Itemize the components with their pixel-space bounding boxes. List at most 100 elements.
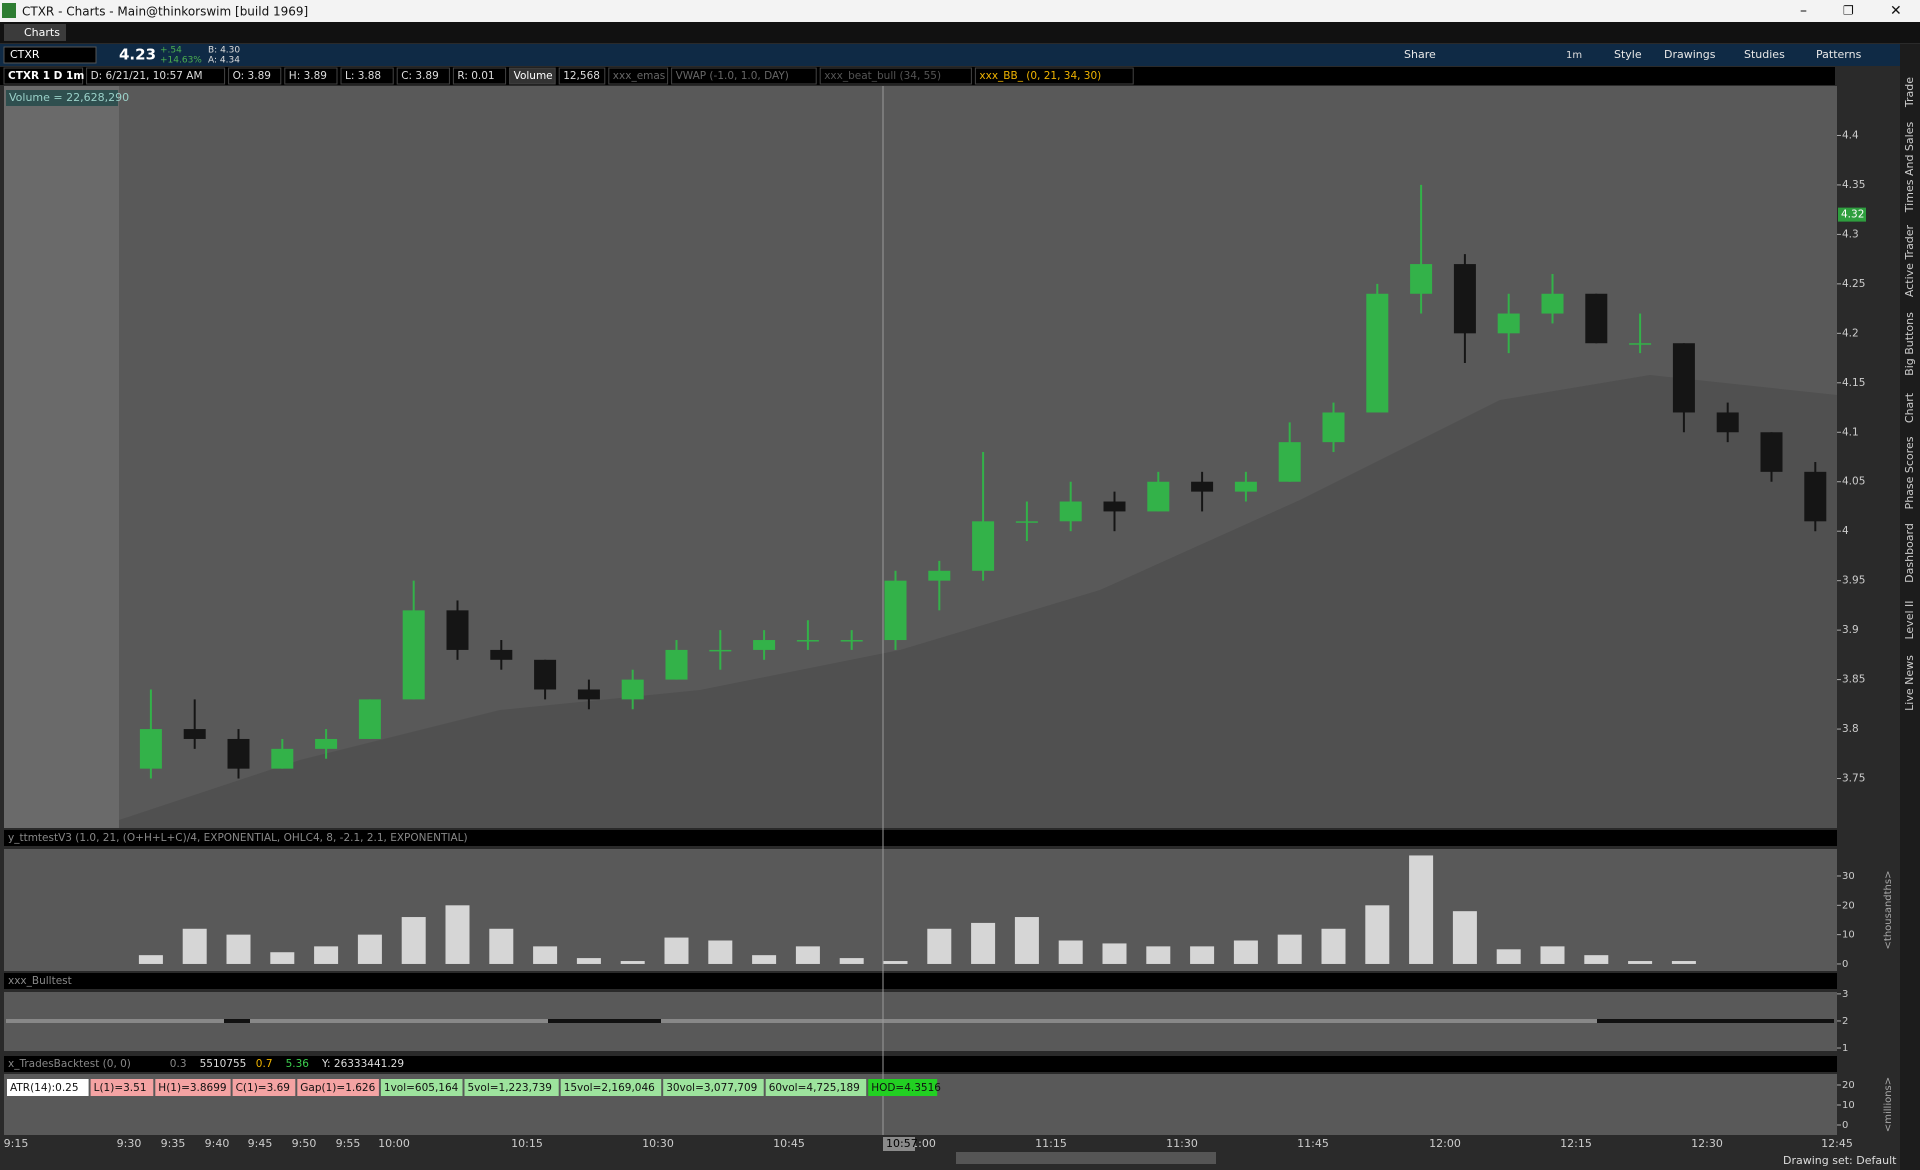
change: +.54 [160, 46, 182, 56]
candle-body [1453, 264, 1476, 334]
window-title: CTXR - Charts - Main@thinkorswim [build … [22, 5, 308, 19]
info-text: Volume [514, 70, 553, 82]
histogram-bar [1058, 940, 1083, 964]
info-text: H: 3.89 [289, 70, 327, 82]
change-pct: +14.63% [160, 56, 202, 66]
side-tab[interactable]: Big Buttons [1903, 312, 1916, 376]
study-label: y_ttmtestV3 (1.0, 21, (O+H+L+C)/4, EXPON… [8, 832, 468, 844]
y-tick-label: 3.95 [1842, 575, 1865, 587]
candle-body [1278, 442, 1301, 482]
toolbar-button[interactable]: Drawings [1664, 48, 1716, 61]
badge [155, 1079, 231, 1096]
candle-body [665, 649, 688, 680]
side-tab[interactable]: Dashboard [1903, 523, 1916, 583]
side-tab[interactable]: Phase Scores [1903, 436, 1916, 509]
symbol-box[interactable] [3, 46, 97, 64]
histogram-bar [1102, 943, 1127, 964]
badge-text: H(1)=3.8699 [158, 1082, 226, 1094]
candle-body [358, 699, 381, 739]
side-tab[interactable]: Trade [1903, 77, 1916, 108]
candle-body [621, 679, 644, 700]
candle-body [534, 659, 557, 690]
minimize[interactable]: – [1800, 3, 1807, 19]
y-tick-label: 4 [1842, 525, 1849, 537]
timeframe[interactable]: 1m [1566, 50, 1582, 61]
badge [7, 1079, 89, 1096]
histogram-bar [576, 958, 601, 964]
candle-body [1103, 501, 1126, 512]
x-tick-label: 12:45 [1821, 1137, 1853, 1150]
last-price: 4.23 [119, 46, 156, 64]
badge-text: 1vol=605,164 [384, 1082, 459, 1094]
side-tab[interactable]: Live News [1903, 655, 1916, 711]
scrollbar[interactable] [956, 1152, 1216, 1164]
histogram-bar [1277, 934, 1302, 964]
histogram-bar [445, 905, 470, 964]
x-tick-label: 10:30 [642, 1137, 674, 1150]
histogram-bar [489, 928, 514, 964]
y-tick-label: 4.4 [1842, 129, 1859, 141]
info-text: xxx_BB_ (0, 21, 34, 30) [979, 70, 1101, 82]
cursor-time-box [883, 1137, 915, 1151]
histogram-bar [1452, 911, 1477, 964]
candle-body [1234, 481, 1257, 492]
candle-body [928, 570, 951, 581]
x-tick-label: 9:45 [248, 1137, 273, 1150]
y-tick-label: 3.8 [1842, 723, 1859, 735]
study-header [4, 830, 1837, 846]
info-text: O: 3.89 [233, 70, 271, 82]
info-text: D: 6/21/21, 10:57 AM [91, 70, 203, 82]
y-tick-label: 4.05 [1842, 476, 1865, 488]
tab[interactable] [4, 24, 66, 41]
candle-body [402, 610, 425, 700]
side-tab[interactable]: Chart [1903, 392, 1916, 423]
badge-text: C(1)=3.69 [236, 1082, 290, 1094]
tab-label[interactable]: Charts [24, 26, 60, 39]
x-tick-label: 9:40 [205, 1137, 230, 1150]
info-text: 12,568 [563, 70, 600, 82]
histogram-bar [971, 922, 996, 964]
x-tick-label: 12:00 [1429, 1137, 1461, 1150]
x-tick-label: 9:30 [117, 1137, 142, 1150]
histogram-bar [927, 928, 952, 964]
badge-text: L(1)=3.51 [94, 1082, 147, 1094]
title-bar [0, 0, 1920, 22]
badge-text: 60vol=4,725,189 [769, 1082, 860, 1094]
info-cell [819, 67, 972, 85]
info-cell [396, 67, 450, 85]
annotation-box [6, 90, 118, 106]
info-text: VWAP (-1.0, 1.0, DAY) [676, 70, 789, 82]
histogram-bar [1014, 917, 1039, 964]
badge [464, 1079, 559, 1096]
symbol[interactable]: CTXR [10, 48, 40, 61]
toolbar-button[interactable]: Studies [1744, 48, 1785, 61]
histogram-bar [270, 952, 295, 964]
badge [560, 1079, 662, 1096]
badge-text: Gap(1)=1.626 [300, 1082, 375, 1094]
restore[interactable]: ❐ [1843, 4, 1854, 18]
info-cell [671, 67, 817, 85]
toolbar-button[interactable]: Patterns [1816, 48, 1862, 61]
info-cell [608, 67, 669, 85]
info-text: xxx_emas [613, 70, 666, 82]
histogram-bar [1540, 946, 1565, 964]
y-tick-label: 30 [1842, 871, 1855, 882]
candle-body [271, 748, 294, 769]
close[interactable]: ✕ [1890, 3, 1902, 19]
candle-body [1497, 313, 1520, 334]
histogram-bar [883, 961, 908, 964]
badge [868, 1079, 938, 1096]
side-tab[interactable]: Active Trader [1903, 224, 1916, 297]
x-tick-label: 10:45 [773, 1137, 805, 1150]
histogram-bar [1496, 949, 1521, 964]
side-tab[interactable]: Level II [1903, 600, 1916, 639]
y-tick-label: 4.1 [1842, 426, 1859, 438]
study-pane [4, 849, 1837, 971]
histogram-bar [664, 937, 689, 964]
readout: 0.7 [256, 1058, 273, 1070]
side-tab[interactable]: Times And Sales [1903, 122, 1916, 214]
toolbar-button[interactable]: Share [1404, 48, 1436, 61]
toolbar-button[interactable]: Style [1614, 48, 1642, 61]
y-tick-label: 4.35 [1842, 179, 1865, 191]
